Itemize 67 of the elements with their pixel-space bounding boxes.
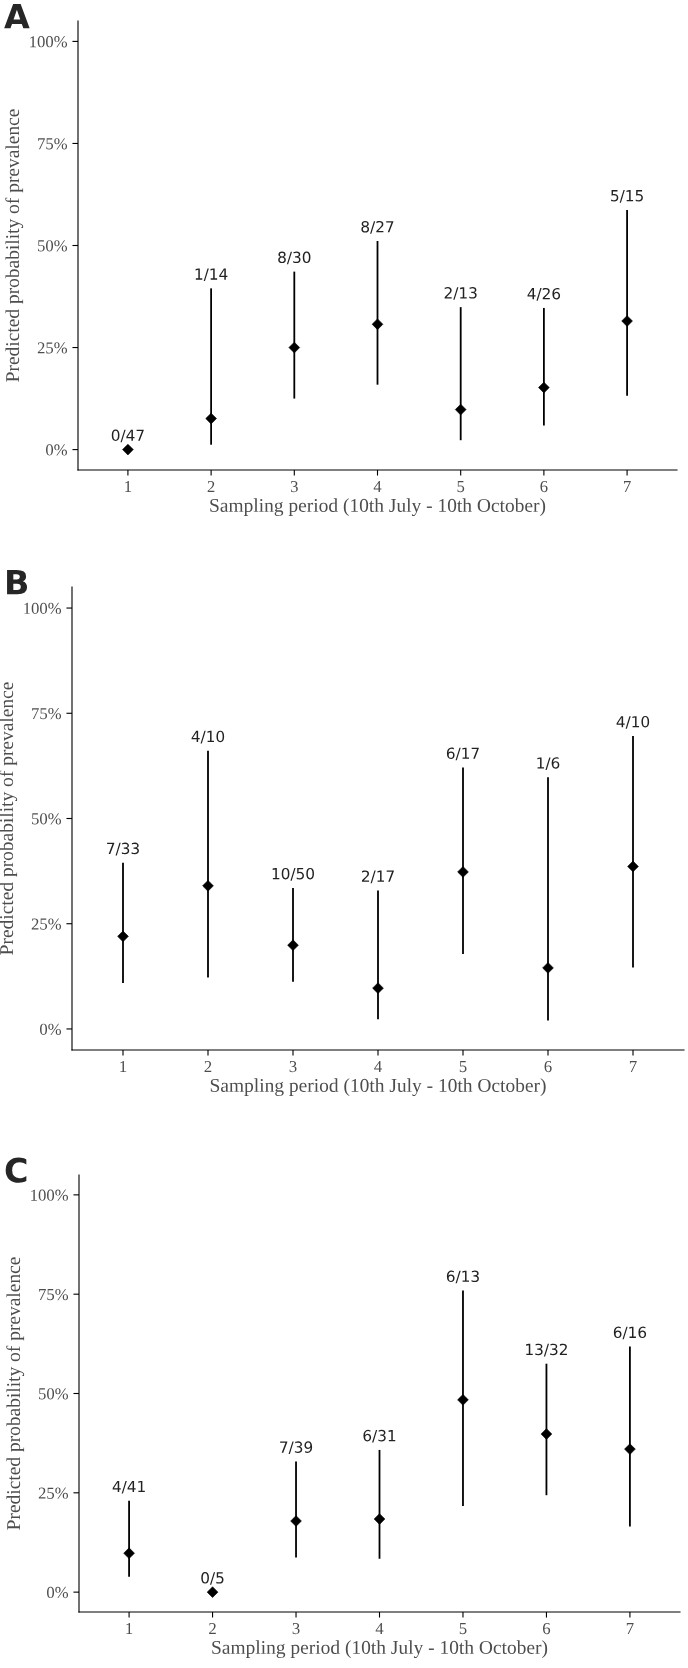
x-tick-label: 1: [125, 480, 132, 492]
annotation: 5/15: [611, 190, 643, 203]
y-axis-title: Predicted probability of prevalence: [5, 109, 24, 382]
annotation: 6/13: [446, 1270, 479, 1284]
y-tick-label: 25%: [38, 1487, 69, 1499]
annotation: 4/10: [616, 715, 650, 729]
x-tick-label: 6: [540, 480, 548, 493]
annotation: 10/50: [272, 867, 314, 881]
x-axis-title: Sampling period (10th July - 10th October): [210, 498, 546, 516]
annotation: 2/13: [444, 287, 477, 300]
x-tick-label: 7: [624, 481, 631, 492]
x-tick-label: 1: [126, 1622, 133, 1634]
y-tick-label: 50%: [38, 240, 68, 252]
x-tick-label: 2: [204, 1060, 212, 1072]
y-tick-label: 0%: [47, 1586, 69, 1599]
x-tick-label: 2: [207, 480, 215, 492]
annotation: 1/6: [537, 757, 560, 770]
x-tick-label: 3: [289, 1060, 297, 1073]
annotation: 6/16: [613, 1326, 647, 1340]
annotation: 7/33: [107, 842, 139, 856]
annotation: 4/41: [112, 1480, 145, 1494]
y-axis-title: Predicted probability of prevalence: [0, 682, 18, 955]
y-tick-label: 25%: [31, 918, 62, 930]
y-tick-label: 100%: [31, 1189, 69, 1201]
annotation: 7/39: [280, 1441, 313, 1455]
chart-title: A: [4, 4, 30, 29]
y-tick-label: 75%: [39, 1288, 69, 1301]
y-tick-label: 0%: [46, 444, 68, 456]
y-tick-label: 0%: [40, 1023, 62, 1035]
x-axis-title: Sampling period (10th July - 10th October): [212, 1640, 548, 1658]
annotation: 4/10: [191, 730, 225, 744]
y-tick-label: 100%: [30, 36, 68, 48]
x-tick-label: 7: [629, 1061, 637, 1072]
annotation: 1/14: [195, 268, 228, 282]
x-tick-label: 2: [209, 1622, 216, 1634]
annotation: 13/32: [526, 1343, 567, 1357]
y-tick-label: 50%: [39, 1388, 69, 1400]
x-tick-label: 6: [542, 1622, 551, 1635]
point: [455, 403, 467, 416]
x-tick-label: 3: [292, 1622, 300, 1635]
chart-title: C: [5, 1157, 27, 1183]
annotation: 6/31: [363, 1429, 396, 1443]
x-tick-label: 1: [120, 1060, 127, 1072]
x-axis-title: Sampling period (10th July - 10th October): [210, 1078, 546, 1096]
y-tick-label: 75%: [38, 138, 68, 150]
x-tick-label: 6: [544, 1060, 552, 1073]
annotation: 4/26: [527, 287, 561, 301]
annotation: 8/27: [361, 220, 394, 234]
x-tick-label: 5: [457, 481, 465, 493]
chart-title: B: [7, 570, 28, 595]
x-tick-label: 4: [375, 1623, 384, 1634]
x-tick-label: 5: [459, 1061, 467, 1073]
y-tick-label: 100%: [24, 602, 62, 615]
y-axis-title: Predicted probability of prevalence: [6, 1257, 25, 1530]
x-tick-label: 7: [626, 1623, 634, 1634]
annotation: 2/17: [361, 870, 394, 884]
y-tick-label: 50%: [32, 813, 62, 825]
annotation: 0/47: [111, 429, 144, 443]
x-tick-label: 4: [374, 1061, 382, 1072]
y-tick-label: 75%: [32, 707, 62, 720]
y-tick-label: 25%: [37, 342, 68, 354]
x-tick-label: 5: [459, 1623, 467, 1635]
x-tick-label: 4: [373, 481, 382, 492]
annotation: 6/17: [446, 747, 479, 761]
x-tick-label: 3: [290, 480, 298, 493]
annotation: 8/30: [278, 251, 311, 265]
annotation: 0/5: [201, 1572, 224, 1585]
